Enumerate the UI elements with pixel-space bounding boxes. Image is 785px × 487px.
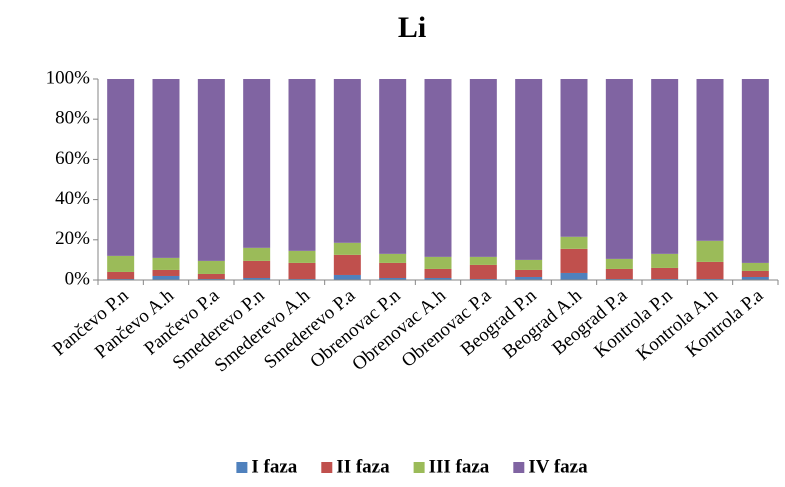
bar-segment: [379, 277, 407, 280]
bar-segment: [197, 260, 225, 274]
bar-segment: [288, 79, 316, 251]
bar-segment: [605, 278, 633, 280]
bar-segment: [651, 253, 679, 268]
bar-segment: [243, 260, 271, 278]
bar-segment: [197, 79, 225, 261]
bar-segment: [696, 278, 724, 280]
y-tick-label: 80%: [55, 108, 90, 129]
bar-segment: [651, 278, 679, 280]
bar-segment: [424, 277, 452, 280]
y-tick-label: 20%: [55, 228, 90, 249]
bar-segment: [560, 79, 588, 237]
bar-segment: [515, 276, 543, 280]
bar-segment: [333, 242, 361, 255]
bar-segment: [696, 240, 724, 262]
legend-swatch: [236, 462, 248, 473]
bar-segment: [515, 79, 543, 260]
bar-segment: [651, 79, 679, 254]
bar-segment: [424, 256, 452, 269]
bar-segment: [152, 269, 180, 276]
bar-segment: [560, 236, 588, 249]
y-tick-label: 100%: [46, 67, 91, 88]
bar-segment: [288, 278, 316, 280]
bar-segment: [379, 79, 407, 254]
bar-segment: [107, 278, 135, 280]
bar-segment: [560, 248, 588, 273]
legend-label: II faza: [336, 456, 390, 477]
bar-segment: [605, 258, 633, 269]
legend-swatch: [321, 462, 333, 473]
bar-segment: [107, 79, 135, 256]
y-tick-label: 40%: [55, 188, 90, 209]
bar-segment: [741, 262, 769, 271]
bar-segment: [696, 261, 724, 279]
legend-swatch: [413, 462, 425, 473]
bar-segment: [107, 255, 135, 272]
bar-segment: [197, 273, 225, 279]
bar-segment: [379, 262, 407, 278]
bar-segment: [696, 79, 724, 241]
bar-segment: [288, 262, 316, 279]
bar-segment: [333, 79, 361, 243]
chart-title: Li: [398, 11, 426, 44]
bar-segment: [152, 79, 180, 258]
bar-segment: [560, 272, 588, 280]
bar-segment: [152, 275, 180, 280]
bar-segment: [741, 79, 769, 263]
bar-segment: [288, 250, 316, 263]
bar-segment: [741, 270, 769, 277]
bar-segment: [651, 267, 679, 279]
bar-segment: [379, 253, 407, 263]
bar-segment: [333, 274, 361, 280]
bar-segment: [605, 268, 633, 279]
legend-label: IV faza: [528, 456, 588, 477]
bar-segment: [469, 278, 497, 280]
bar-segment: [469, 264, 497, 279]
bar-segment: [741, 276, 769, 280]
bar-segment: [469, 79, 497, 257]
y-tick-label: 0%: [65, 268, 91, 289]
bar-segment: [243, 79, 271, 248]
bar-segment: [515, 259, 543, 270]
legend-label: I faza: [251, 456, 297, 477]
bar-segment: [469, 256, 497, 265]
bar-segment: [152, 257, 180, 270]
legend-swatch: [513, 462, 525, 473]
bar-segment: [515, 269, 543, 277]
legend-label: III faza: [429, 456, 490, 477]
bar-segment: [107, 271, 135, 279]
y-tick-label: 60%: [55, 148, 90, 169]
bar-segment: [424, 79, 452, 257]
bar-segment: [243, 277, 271, 280]
bar-segment: [605, 79, 633, 259]
bar-segment: [424, 268, 452, 278]
bar-segment: [197, 278, 225, 280]
bar-segment: [243, 247, 271, 261]
bar-segment: [333, 254, 361, 275]
